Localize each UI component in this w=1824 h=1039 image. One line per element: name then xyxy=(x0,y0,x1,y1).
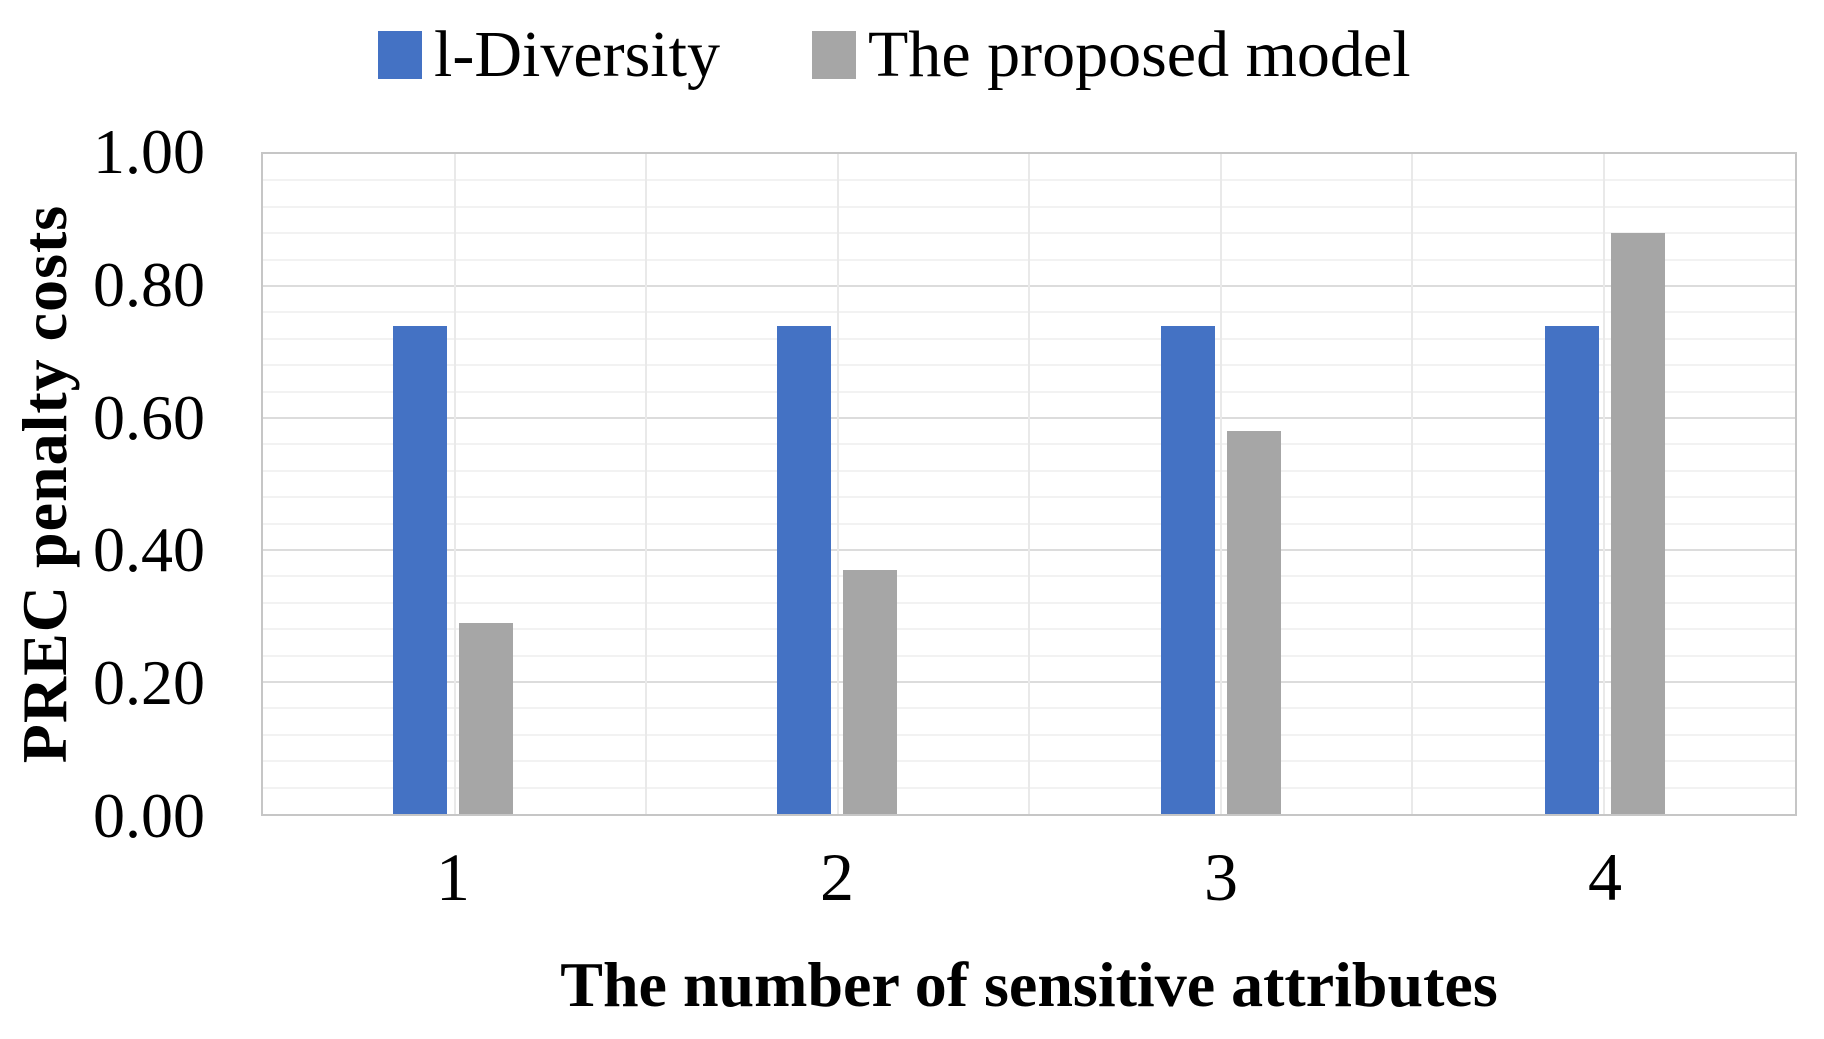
legend-item-proposed-model: The proposed model xyxy=(812,22,1411,88)
bar-l-diversity xyxy=(393,325,447,814)
legend-swatch xyxy=(378,31,422,79)
vertical-gridline xyxy=(645,154,647,814)
bar-proposed-model xyxy=(1611,233,1665,814)
vertical-gridline xyxy=(1028,154,1030,814)
y-tick-label: 1.00 xyxy=(93,116,205,187)
bar-l-diversity xyxy=(1161,325,1215,814)
bar-l-diversity xyxy=(1545,325,1599,814)
vertical-gridline xyxy=(1411,154,1413,814)
vertical-gridline xyxy=(836,154,839,814)
bar-proposed-model xyxy=(843,569,897,814)
plot-area xyxy=(261,152,1797,816)
y-tick-label: 0.20 xyxy=(93,647,205,719)
x-tick-label: 1 xyxy=(436,839,470,915)
legend-label: l-Diversity xyxy=(434,18,720,91)
y-tick-label: 0.80 xyxy=(93,248,205,320)
x-tick-label: 2 xyxy=(820,839,854,915)
y-tick-label: 0.60 xyxy=(93,381,205,453)
vertical-gridline xyxy=(1602,154,1605,814)
vertical-gridline xyxy=(1219,154,1222,814)
bar-proposed-model xyxy=(459,622,513,814)
legend-item-l-diversity: l-Diversity xyxy=(378,22,720,88)
x-axis-title: The number of sensitive attributes xyxy=(560,949,1498,1020)
bar-proposed-model xyxy=(1227,431,1281,814)
y-tick-label: 0.00 xyxy=(93,780,205,851)
x-tick-label: 3 xyxy=(1204,839,1238,915)
vertical-gridline xyxy=(453,154,456,814)
legend-swatch xyxy=(812,31,856,79)
y-tick-label: 0.40 xyxy=(93,514,205,586)
bar-l-diversity xyxy=(777,325,831,814)
legend-label: The proposed model xyxy=(868,18,1411,91)
x-tick-label: 4 xyxy=(1588,839,1622,915)
